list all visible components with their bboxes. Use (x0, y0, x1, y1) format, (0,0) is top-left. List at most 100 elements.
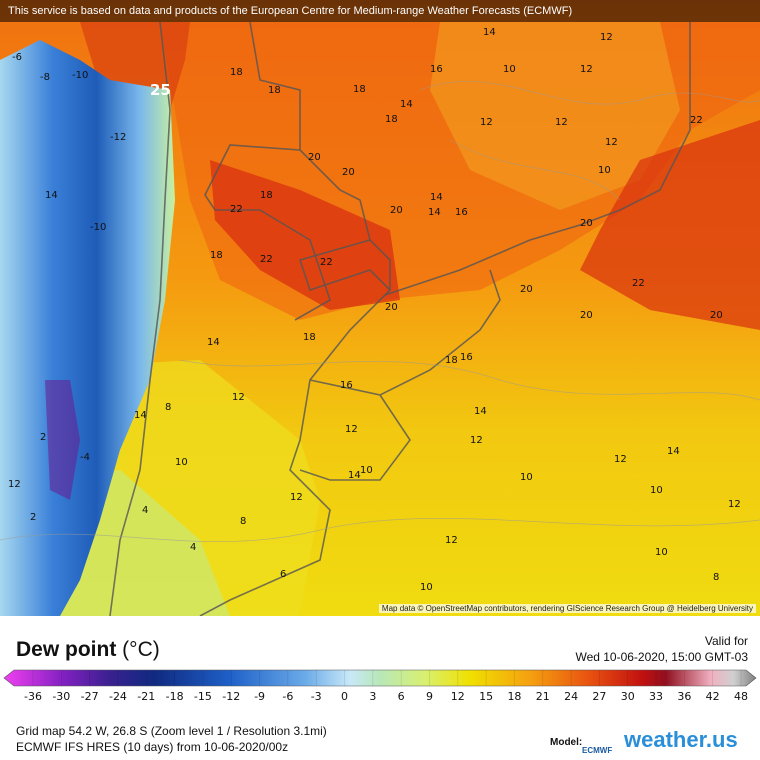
tick-label: -27 (81, 690, 99, 703)
colorbar: -36 -30 -27 -24 -21 -18 -15 -12 -9 -6 -3 0 3 6 9 12 15 18… (3, 669, 757, 703)
map-label: 12 (555, 117, 568, 128)
andes-area (0, 40, 175, 616)
map-label: 14 (45, 190, 58, 201)
map-label: -10 (90, 222, 106, 233)
tick-label: 12 (451, 690, 465, 703)
map-label: 20 (710, 310, 723, 321)
map-label: 16 (460, 352, 473, 363)
tick-label: -30 (52, 690, 70, 703)
map-label: 2 (40, 432, 46, 443)
tick-label: -12 (222, 690, 240, 703)
map-label: 16 (430, 64, 443, 75)
map-label: 10 (360, 465, 373, 476)
map-label: 20 (390, 205, 403, 216)
borders (109, 21, 691, 616)
legend-title: Dew point (°C) (16, 638, 160, 662)
map-label: 20 (308, 152, 321, 163)
tick-label: -18 (166, 690, 184, 703)
map-label: 18 (230, 67, 243, 78)
map-label: -12 (110, 132, 126, 143)
map-label: 12 (445, 535, 458, 546)
map-label: 2 (30, 512, 36, 523)
map-label: 18 (210, 250, 223, 261)
title-unit: (°C) (122, 638, 160, 661)
map-label: 14 (483, 27, 496, 38)
map-label: 22 (690, 115, 703, 126)
map-label: 8 (240, 516, 246, 527)
map-label: 20 (385, 302, 398, 313)
map-label: 8 (165, 402, 171, 413)
attribution: Map data © OpenStreetMap contributors, r… (378, 604, 756, 613)
map-label: 22 (632, 278, 645, 289)
map-label: -6 (12, 52, 22, 63)
tick-label: 27 (592, 690, 606, 703)
map-label: 12 (345, 424, 358, 435)
map-label: 14 (134, 410, 147, 421)
map-label: 16 (340, 380, 353, 391)
tick-label: -24 (109, 690, 127, 703)
tick-label: -36 (24, 690, 42, 703)
map-label: 14 (428, 207, 441, 218)
tick-label: 42 (706, 690, 720, 703)
map-label: -8 (40, 72, 50, 83)
map-label: 14 (474, 406, 487, 417)
tick-label: 21 (536, 690, 550, 703)
map-label: 10 (503, 64, 516, 75)
tick-label: 9 (426, 690, 433, 703)
cold-area (45, 380, 80, 500)
map-label: 18 (353, 84, 366, 95)
map-label: 10 (175, 457, 188, 468)
tick-label: 3 (369, 690, 376, 703)
tick-label: -3 (311, 690, 322, 703)
map-label: 4 (190, 542, 196, 553)
tick-label: 36 (677, 690, 691, 703)
model-logo: ECMWF (582, 746, 613, 755)
tick-label: 48 (734, 690, 748, 703)
contours (0, 81, 760, 542)
notice: This service is based on data and produc… (0, 0, 760, 22)
max-label: 25 (150, 81, 171, 99)
map-label: 4 (142, 505, 148, 516)
hot-area (210, 160, 400, 310)
tick-label: -21 (137, 690, 155, 703)
brand[interactable]: weather.us (624, 727, 738, 752)
tick-label: -15 (194, 690, 212, 703)
map-label: 12 (580, 64, 593, 75)
map-label: 10 (420, 582, 433, 593)
map-label: 14 (667, 446, 680, 457)
model-label: Model: (550, 737, 583, 748)
tick-label: -6 (282, 690, 293, 703)
grid-info: Grid map 54.2 W, 26.8 S (Zoom level 1 / … (16, 724, 327, 738)
map-label: 20 (580, 218, 593, 229)
map-label: 18 (303, 332, 316, 343)
map-label: 12 (600, 32, 613, 43)
map-label: 10 (650, 485, 663, 496)
map-label: 18 (268, 85, 281, 96)
map-label: -10 (72, 70, 88, 81)
tick-label: 30 (621, 690, 635, 703)
tick-label: 33 (649, 690, 663, 703)
map-label: 16 (455, 207, 468, 218)
map-label: 12 (480, 117, 493, 128)
map-label: 12 (8, 479, 21, 490)
tick-label: 24 (564, 690, 578, 703)
map-label: 14 (430, 192, 443, 203)
tick-label: 6 (398, 690, 405, 703)
valid-label: Valid for (704, 634, 748, 648)
map-label: 18 (385, 114, 398, 125)
map-label: 20 (580, 310, 593, 321)
title-text: Dew point (16, 638, 117, 661)
map-label: 12 (290, 492, 303, 503)
map-label: 8 (713, 572, 719, 583)
map-label: 10 (520, 472, 533, 483)
map-label: 12 (232, 392, 245, 403)
map-label: 10 (655, 547, 668, 558)
hot-area (580, 120, 760, 330)
map-label: 20 (520, 284, 533, 295)
map-label: 12 (614, 454, 627, 465)
map-label: 22 (320, 257, 333, 268)
map-label: 14 (207, 337, 220, 348)
map-label: 20 (342, 167, 355, 178)
map-label: 18 (260, 190, 273, 201)
colorbar-scale (3, 669, 757, 687)
